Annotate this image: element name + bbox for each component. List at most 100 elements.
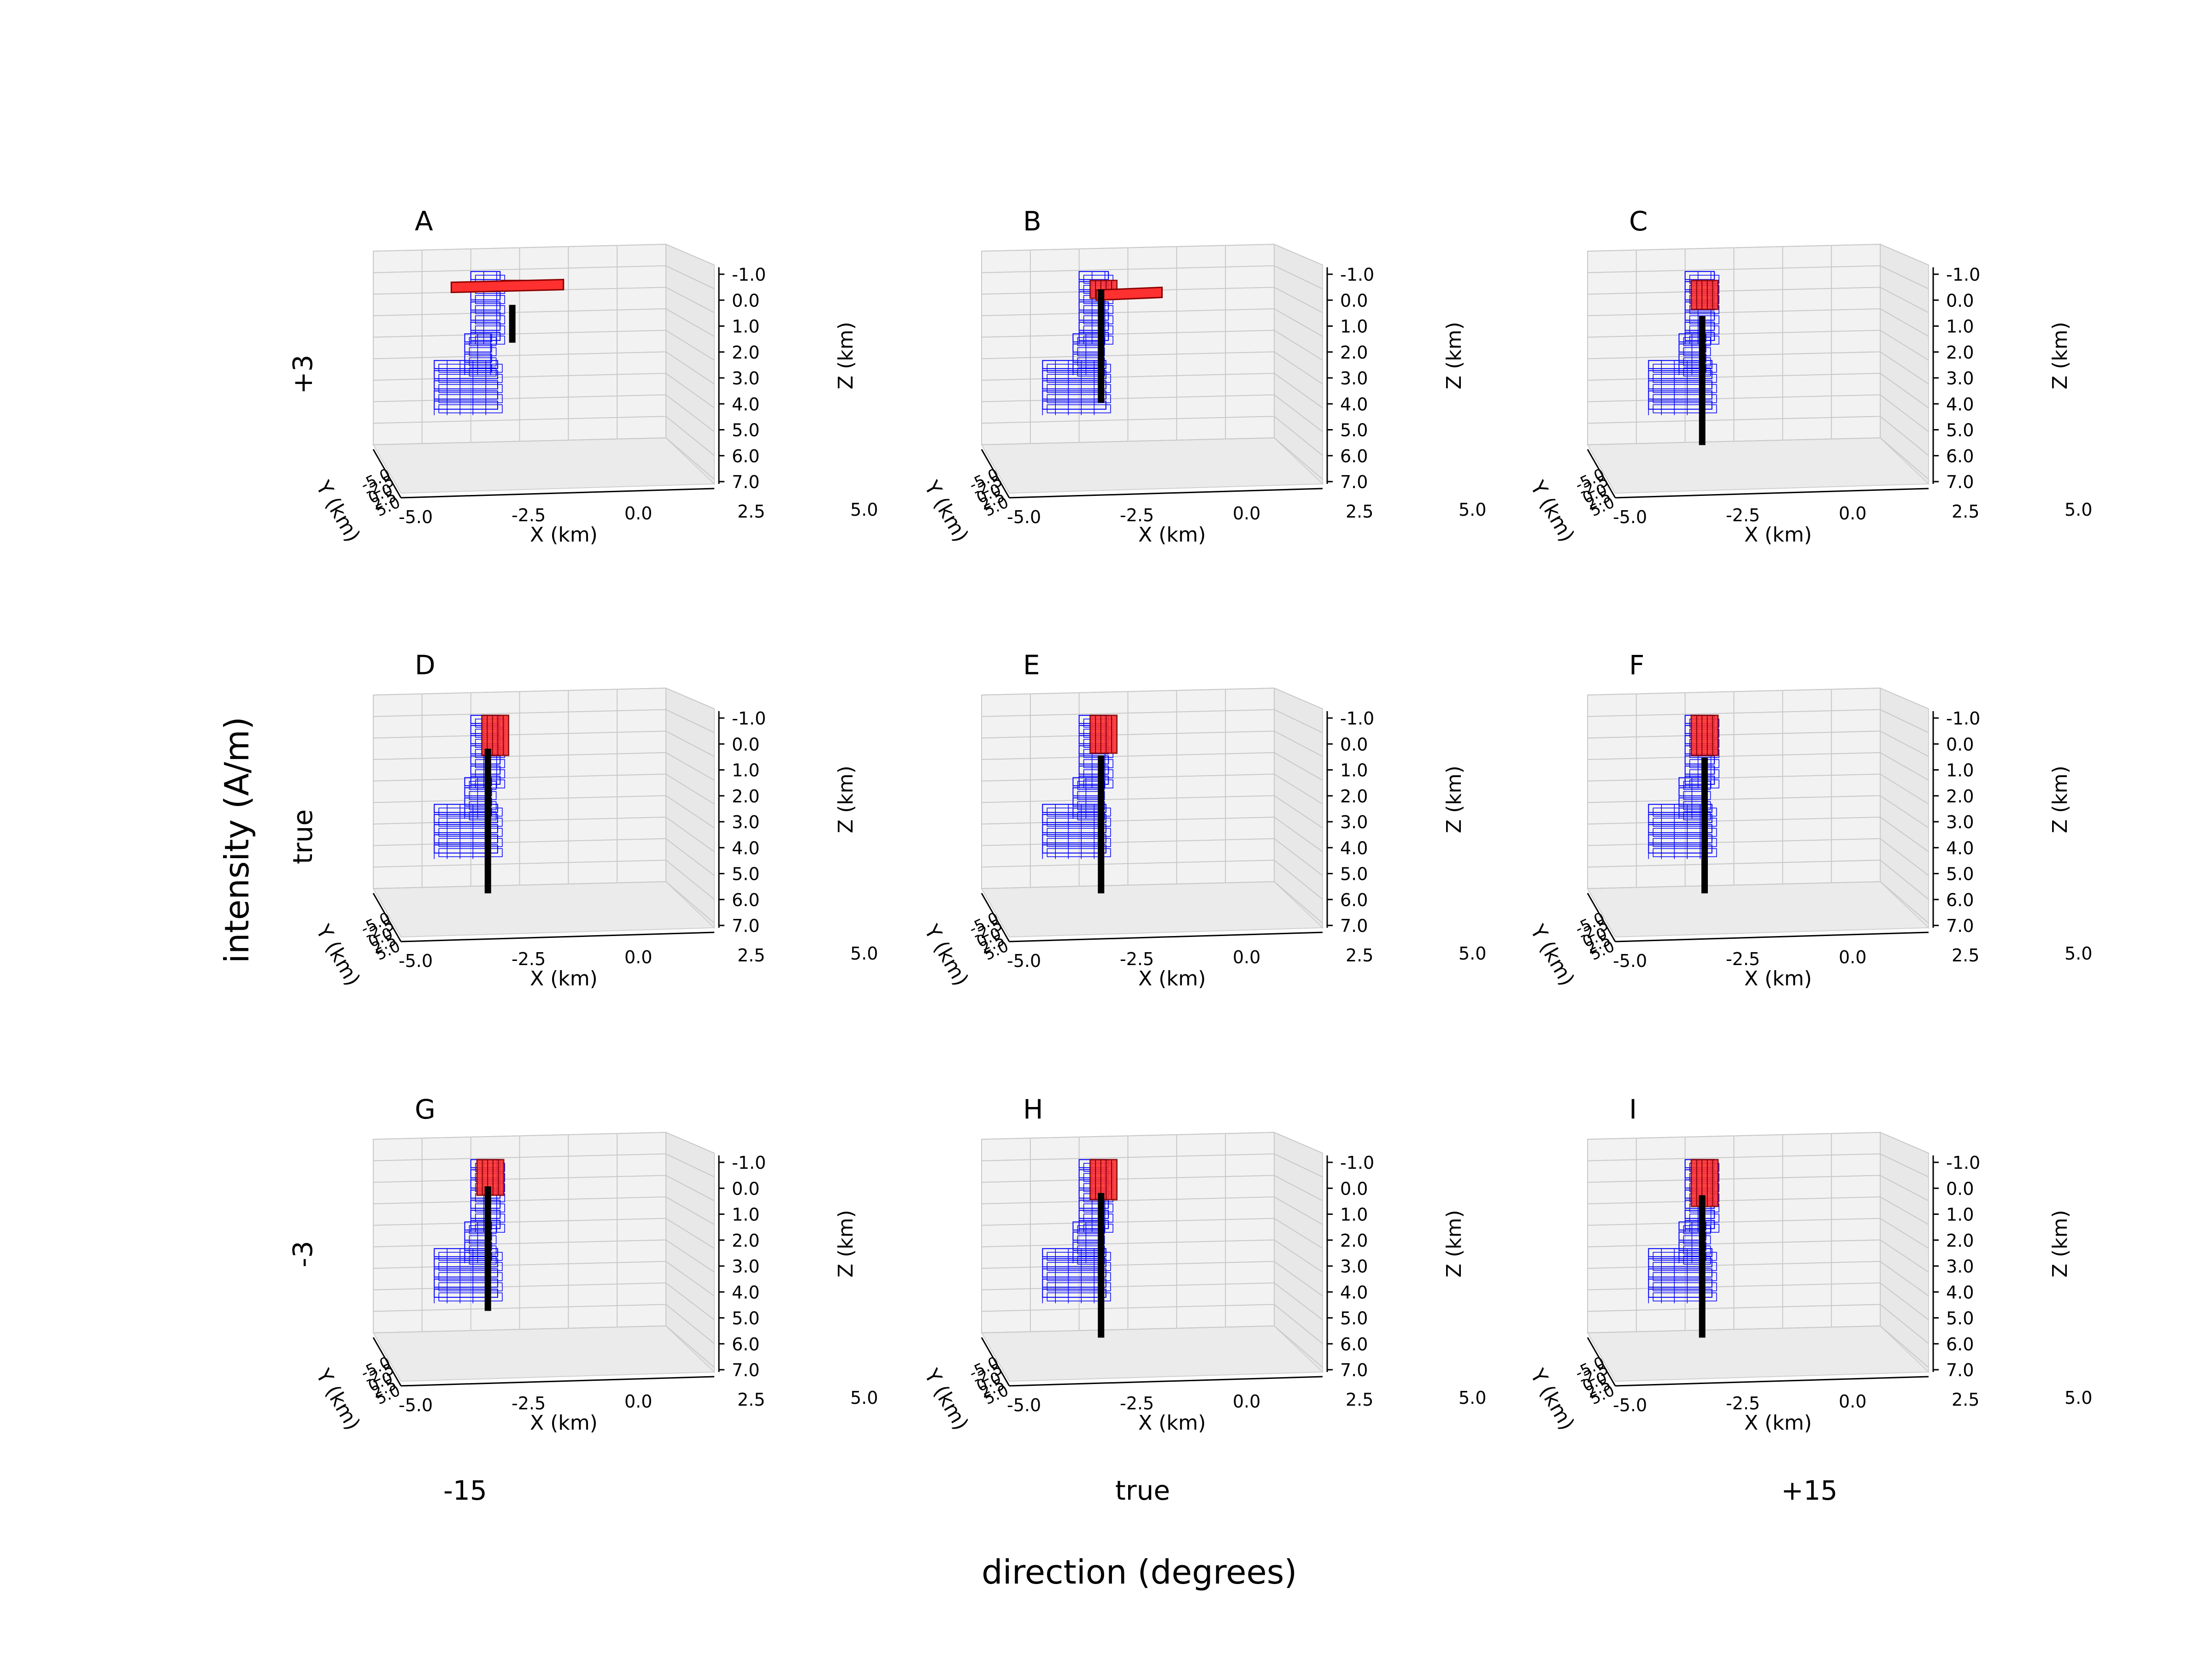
z-tick-label: 1.0 — [1340, 760, 1368, 781]
source-prism — [1042, 1248, 1111, 1303]
grid-line — [1274, 795, 1323, 829]
grid-line — [1274, 351, 1323, 385]
grid-line — [665, 265, 715, 289]
z-tick-label: 3.0 — [732, 1256, 759, 1277]
grid-line — [1274, 773, 1323, 805]
grid-line — [981, 437, 1275, 445]
grid-line — [981, 752, 1275, 760]
grid-line — [1587, 881, 1881, 889]
grid-line — [373, 1261, 666, 1269]
x-tick-label: 0.0 — [624, 503, 652, 524]
x-tick-label: 2.5 — [737, 501, 765, 522]
grid-line — [1880, 416, 1929, 456]
x-axis-line — [400, 931, 715, 942]
grid-line — [1587, 752, 1881, 760]
x-tick-label: 5.0 — [2065, 1388, 2092, 1408]
x-axis-line — [400, 1376, 715, 1387]
x-tick-label: 5.0 — [2065, 943, 2092, 964]
floor-pane — [981, 1325, 1324, 1382]
prism-cell — [438, 404, 503, 413]
y-axis-line — [372, 1337, 402, 1386]
row-label-top: +3 — [287, 354, 318, 395]
figure-xlabel: direction (degrees) — [982, 1553, 1297, 1591]
x-tick-label: -2.5 — [512, 505, 546, 525]
z-tick-label: 3.0 — [1340, 368, 1368, 389]
panel-e: -1.0 0.0 1.0 2.0 3.0 4.0 5.0 6.0 7.0 Z (km) -5.0 -2… — [919, 649, 1486, 990]
z-tick-label: 0.0 — [732, 734, 759, 754]
panel-i: -1.0 0.0 1.0 2.0 3.0 4.0 5.0 6.0 7.0 Z (km) -5.0 -2… — [1525, 1094, 2092, 1435]
prism-cell — [438, 1252, 503, 1261]
grid-line — [373, 373, 666, 381]
grid-line — [373, 330, 666, 338]
grid-line — [1880, 881, 1929, 924]
prism-cell — [469, 1225, 497, 1234]
grid-line — [665, 1218, 715, 1249]
panel-letter: A — [415, 206, 433, 237]
grid-line — [1880, 1196, 1929, 1225]
prism-cell — [1047, 838, 1111, 847]
prism-cell — [1047, 364, 1111, 373]
z-axis-label: Z (km) — [1442, 1210, 1466, 1278]
grid-line — [665, 373, 715, 408]
grid-line — [981, 351, 1275, 359]
grid-line — [981, 394, 1275, 402]
prism-cell — [438, 807, 503, 817]
grid-line — [1587, 265, 1881, 273]
grid-line — [1587, 773, 1881, 782]
grid-line — [665, 1261, 715, 1296]
grid-line — [1880, 330, 1929, 361]
z-tick-label: 3.0 — [1946, 1256, 1974, 1277]
prism-cell — [1653, 404, 1717, 413]
z-tick-label: 1.0 — [732, 317, 759, 337]
grid-line — [665, 437, 715, 480]
grid-line — [1880, 1175, 1929, 1202]
prism-cell — [1047, 807, 1111, 817]
x-tick-label: -2.5 — [1726, 949, 1760, 969]
grid-line — [1587, 1282, 1881, 1290]
x-tick-label: 0.0 — [1233, 1391, 1260, 1412]
prism-cell — [1653, 1252, 1717, 1261]
prism-cell — [1077, 781, 1105, 790]
grid-line — [1587, 1304, 1881, 1312]
x-axis-label: X (km) — [530, 1411, 598, 1435]
grid-line — [665, 330, 715, 361]
grid-line — [1274, 1153, 1323, 1178]
y-axis-label: Y (km) — [919, 920, 973, 990]
grid-line — [1880, 265, 1929, 289]
x-tick-label: -2.5 — [1120, 949, 1154, 969]
x-tick-label: 5.0 — [1459, 943, 1486, 964]
grid-line — [665, 287, 715, 313]
z-tick-label: 2.0 — [1340, 786, 1368, 807]
z-tick-label: -1.0 — [1340, 1153, 1374, 1173]
panel-g: -1.0 0.0 1.0 2.0 3.0 4.0 5.0 6.0 7.0 Z (km) -5.0 -2… — [311, 1094, 878, 1435]
grid-line — [981, 1261, 1275, 1269]
prism-cell — [1077, 347, 1105, 356]
x-tick-label: 0.0 — [1839, 503, 1866, 524]
x-tick-label: -5.0 — [399, 507, 433, 527]
z-tick-label: 2.0 — [732, 342, 759, 363]
x-tick-label: 5.0 — [850, 943, 878, 964]
panel-b: -1.0 0.0 1.0 2.0 3.0 4.0 5.0 6.0 7.0 Z (km) -5.0 -2… — [919, 206, 1486, 547]
z-tick-label: 5.0 — [732, 864, 759, 884]
z-tick-label: 6.0 — [1340, 446, 1368, 466]
prism-cell — [438, 1262, 503, 1271]
z-axis-label: Z (km) — [2048, 1210, 2072, 1278]
y-axis-label: Y (km) — [1525, 477, 1579, 546]
grid-line — [1880, 308, 1929, 337]
x-axis-label: X (km) — [1138, 523, 1206, 547]
grid-line — [981, 773, 1275, 782]
grid-line — [1880, 795, 1929, 829]
z-tick-label: 0.0 — [1340, 734, 1368, 754]
z-tick-label: 0.0 — [1946, 734, 1974, 754]
estimated-body — [1690, 714, 1719, 756]
source-prism — [1042, 804, 1111, 859]
estimated-body — [1690, 279, 1719, 310]
prism-cell — [1047, 374, 1111, 383]
grid-line — [981, 244, 1275, 252]
prism-cell — [438, 1282, 503, 1291]
prism-cell — [438, 818, 503, 827]
x-tick-label: -2.5 — [512, 1393, 546, 1414]
floor-pane — [981, 881, 1324, 938]
grid-line — [665, 817, 715, 852]
